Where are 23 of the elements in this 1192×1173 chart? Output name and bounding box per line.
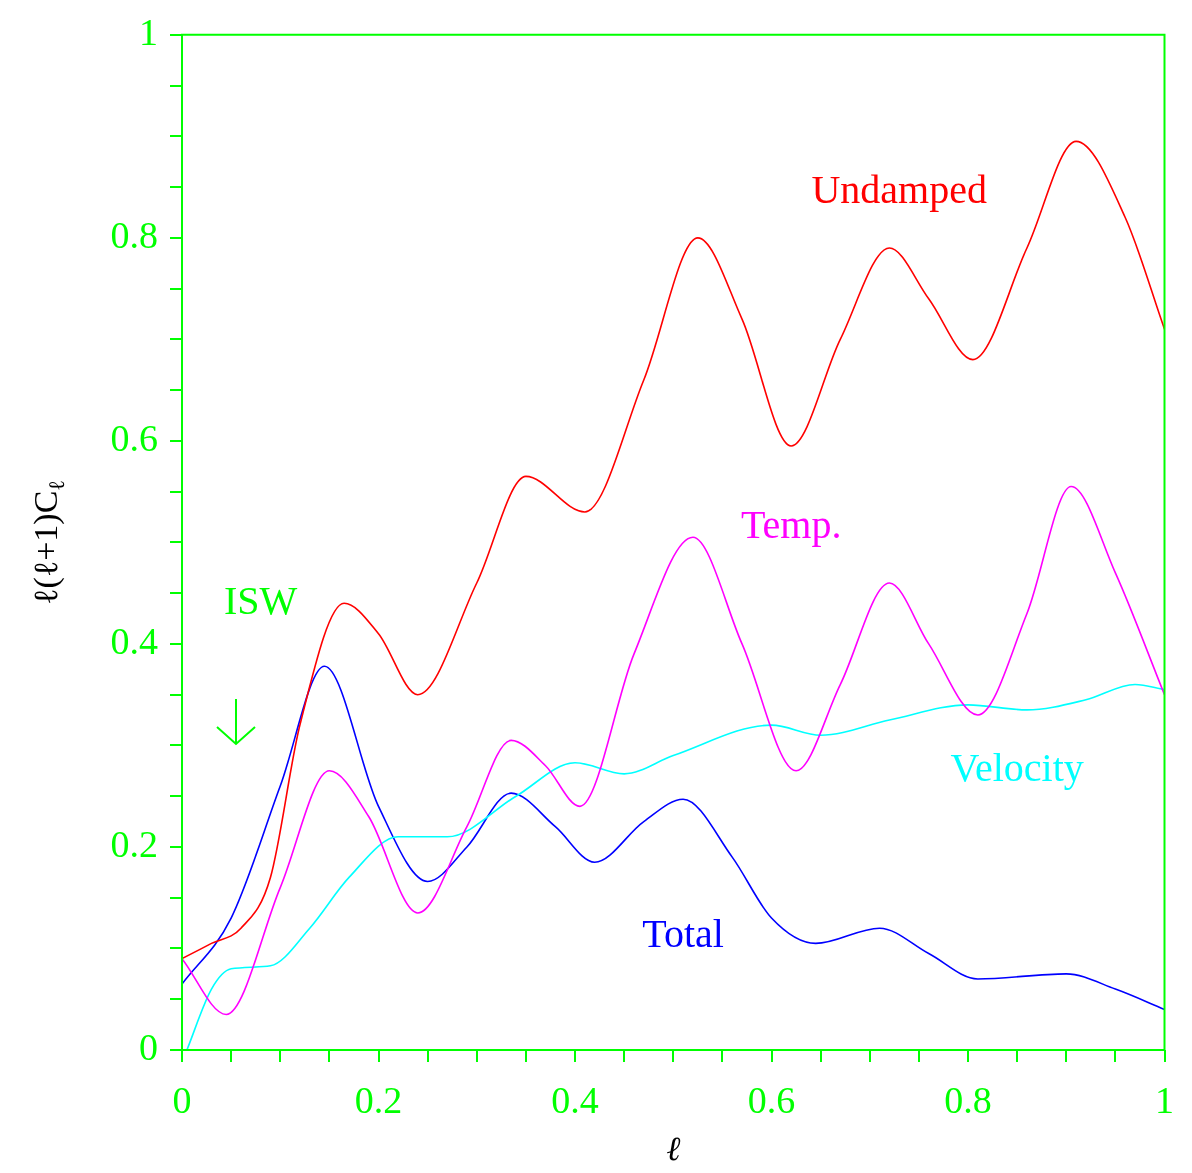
- series-label: Undamped: [811, 166, 987, 212]
- y-tick-label: 0.4: [110, 619, 158, 662]
- y-tick-label: 0: [139, 1025, 158, 1068]
- x-tick-label: 1: [1155, 1078, 1174, 1121]
- line-series: [182, 665, 1165, 1011]
- series-label: Velocity: [950, 745, 1084, 791]
- y-tick-label: 0.6: [110, 416, 158, 459]
- line-series: [182, 485, 1165, 1016]
- line-series: [182, 140, 1165, 960]
- y-tick-label: 0.2: [110, 822, 158, 865]
- x-tick-label: 0.4: [551, 1078, 599, 1121]
- x-axis-title: ℓ: [666, 1129, 681, 1167]
- y-axis-title: ℓ(ℓ+1)Cℓ: [26, 480, 70, 605]
- x-tick-label: 0: [172, 1078, 192, 1121]
- x-tick-label: 0.8: [944, 1078, 992, 1121]
- series-label: Temp.: [740, 501, 842, 547]
- x-tick-label: 0.6: [747, 1078, 796, 1121]
- annotation: ISW: [223, 577, 298, 623]
- line-series: [186, 683, 1165, 1050]
- y-tick-label: 0.8: [110, 213, 158, 256]
- x-tick-label: 0.2: [354, 1078, 403, 1121]
- series-label: Total: [642, 910, 724, 956]
- y-tick-label: 1: [139, 10, 158, 53]
